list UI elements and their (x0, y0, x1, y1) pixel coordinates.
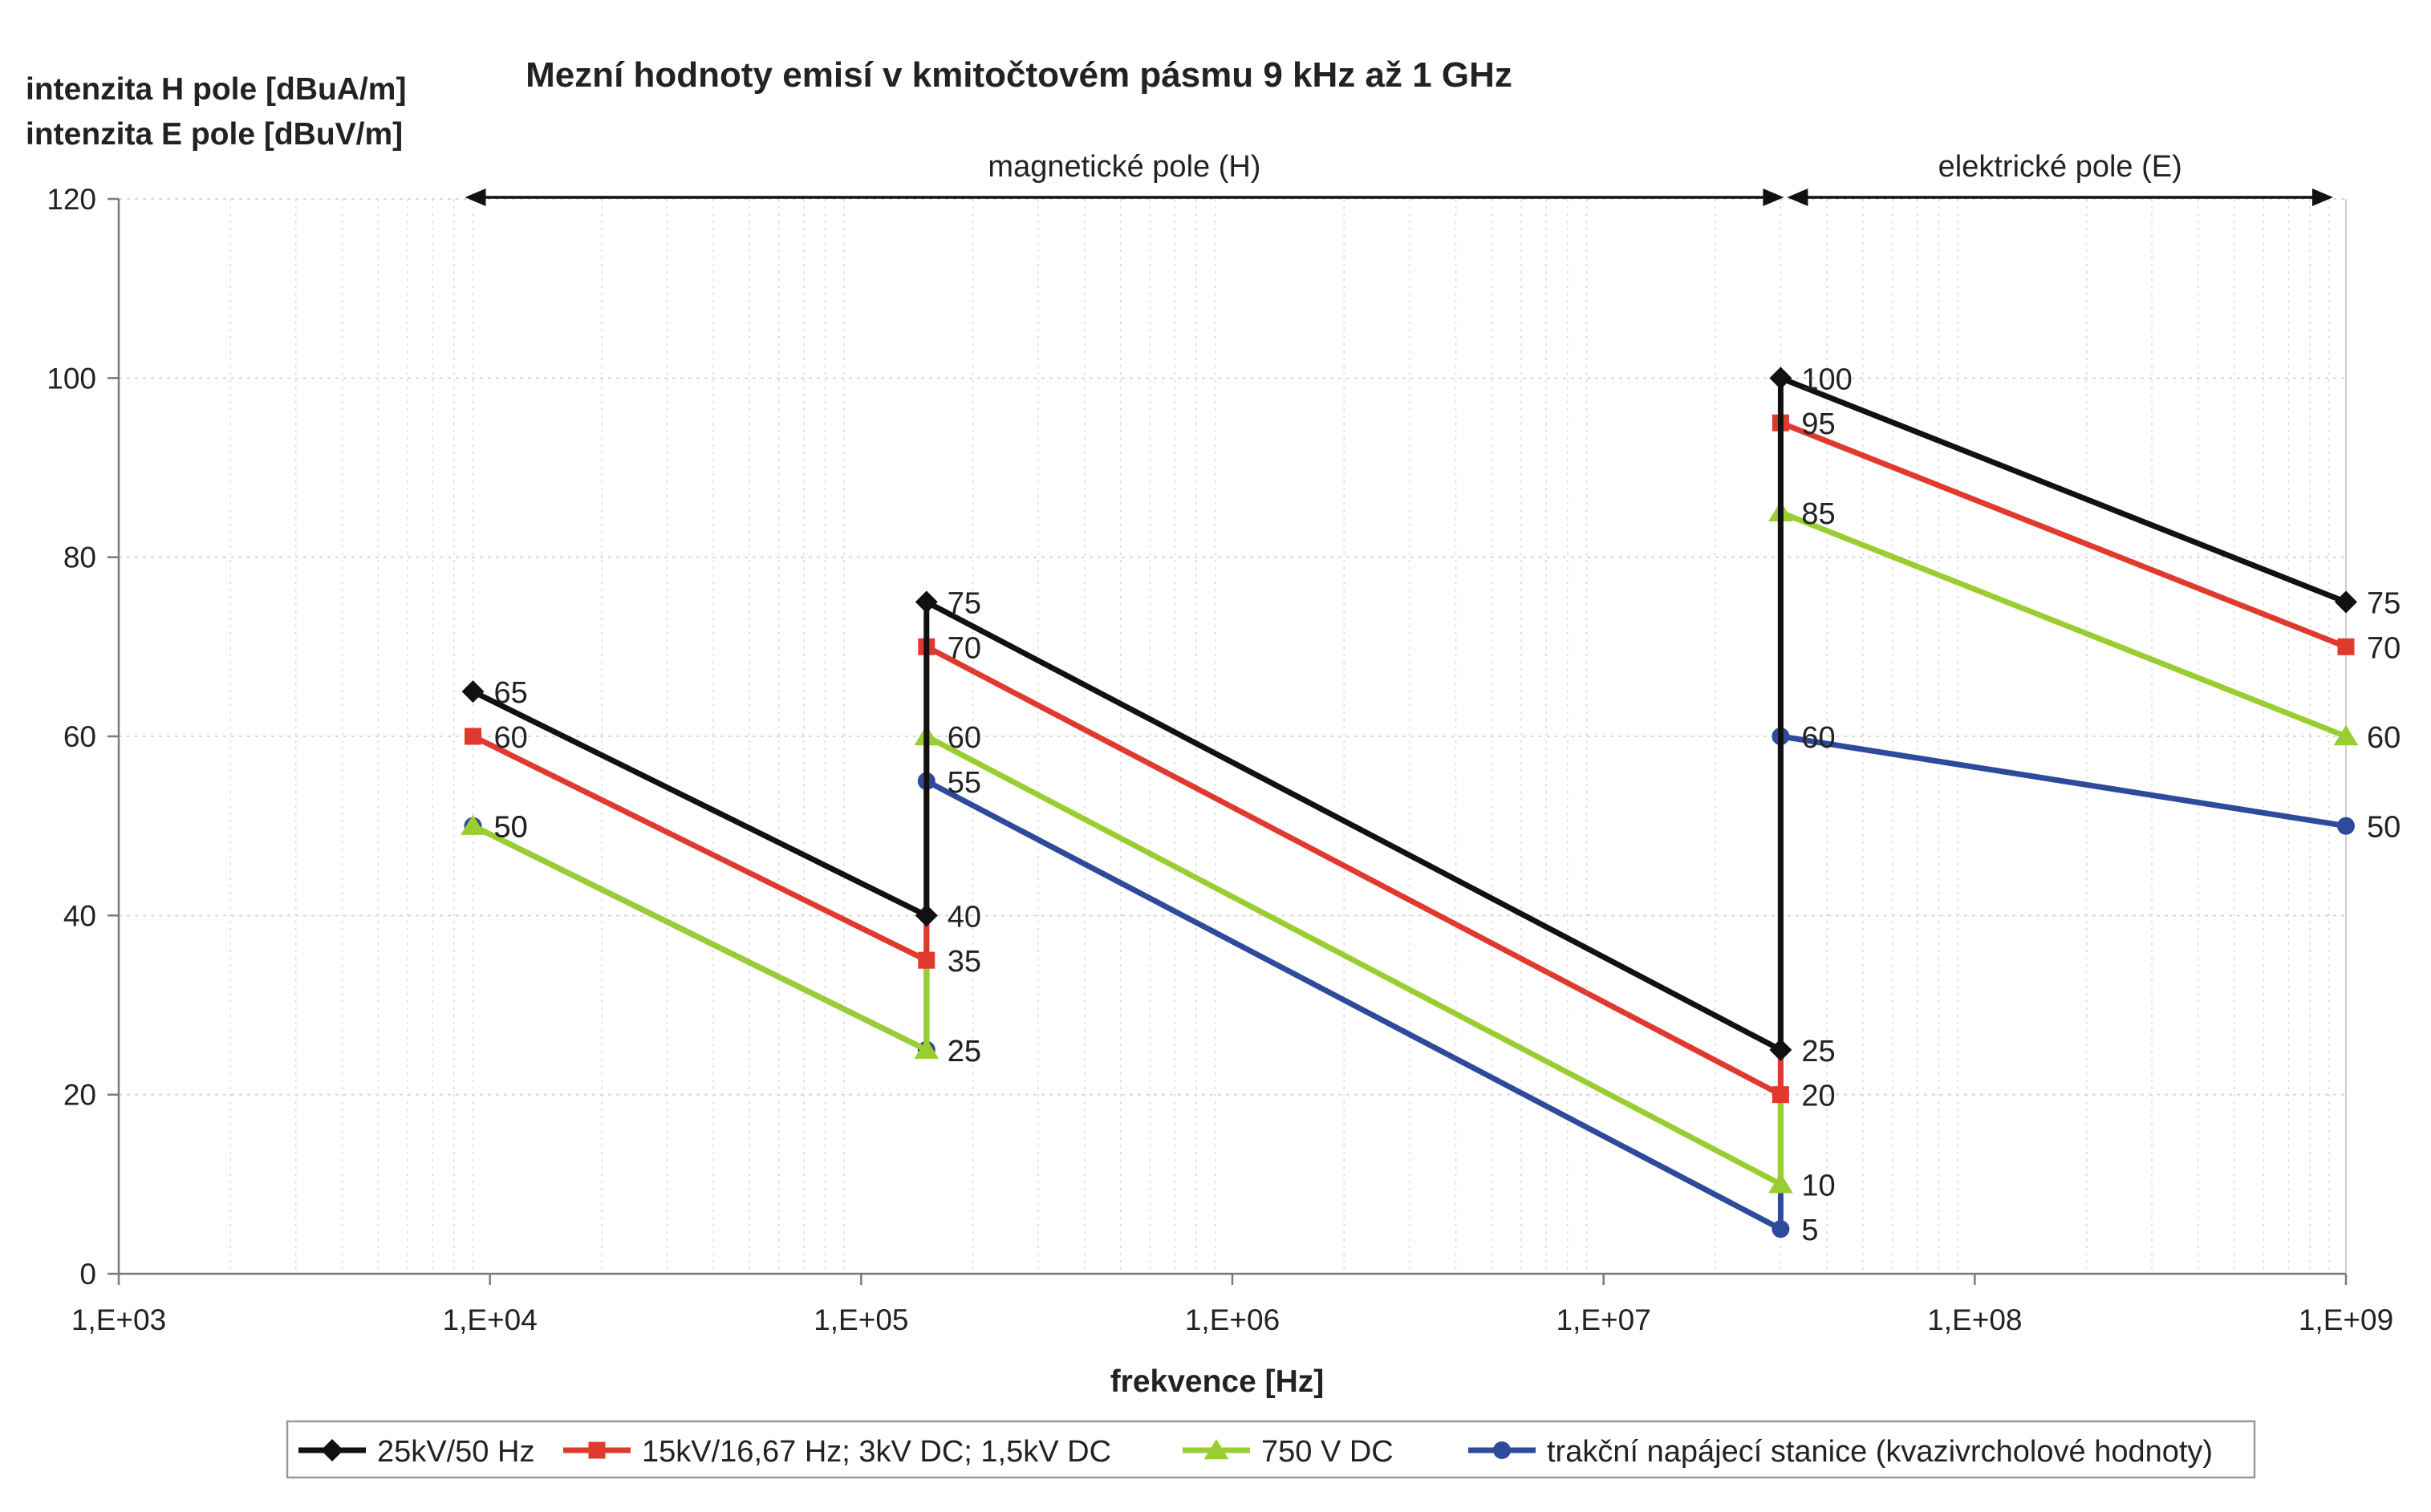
series-line-0 (471, 375, 2348, 1053)
legend-marker-1 (588, 1441, 606, 1459)
x-tick-label: 1,E+04 (443, 1303, 538, 1336)
series-line-2 (471, 509, 2348, 1187)
data-label: 75 (948, 587, 981, 621)
y-tick-label: 100 (47, 362, 96, 395)
series-0 (461, 367, 2357, 1061)
legend-label: 750 V DC (1261, 1435, 1394, 1469)
series-1 (464, 414, 2355, 1104)
series-0-point-3 (1769, 1038, 1792, 1061)
series-2-point-3 (1768, 1173, 1793, 1194)
legend-label: trakční napájecí stanice (kvazivrcholové… (1547, 1435, 2213, 1469)
series-0-point-2 (915, 590, 938, 614)
series-1-point-0 (464, 728, 481, 745)
region-annotations: magnetické pole (H) elektrické pole (E) (465, 150, 2333, 206)
data-label: 55 (948, 766, 981, 800)
axes: 0 20 40 60 80 100 120 1,E+03 1,E+04 1,E+05 1,E+06 1… (47, 183, 2393, 1336)
region-arrowhead-right (1763, 188, 1784, 206)
grid (119, 198, 2347, 1274)
data-label: 25 (948, 1035, 981, 1068)
series-3-point-3 (1772, 1220, 1790, 1238)
data-label: 10 (1801, 1169, 1835, 1202)
series-line-1 (471, 420, 2348, 1098)
series-group (461, 367, 2359, 1238)
data-label: 35 (948, 945, 981, 979)
data-label: 60 (948, 721, 981, 755)
x-axis-label: frekvence [Hz] (1110, 1364, 1325, 1399)
data-label: 25 (948, 1035, 981, 1068)
legend-marker-2 (1203, 1439, 1229, 1460)
data-label: 50 (493, 811, 527, 845)
data-label: 60 (2367, 721, 2401, 755)
y-tick-label: 120 (47, 183, 96, 216)
x-tick-label: 1,E+08 (1927, 1303, 2022, 1336)
series-0-point-5 (2335, 590, 2357, 614)
legend-item-2: 750 V DC (1183, 1435, 1394, 1469)
series-2-point-5 (2333, 725, 2359, 746)
x-tick-label: 1,E+03 (71, 1303, 166, 1336)
series-0-point-1 (915, 904, 938, 927)
data-label: 40 (948, 900, 981, 934)
data-label: 60 (1801, 721, 1835, 755)
data-label: 5 (1801, 1214, 1818, 1247)
data-label: 75 (2367, 587, 2401, 621)
series-3-point-5 (2337, 817, 2355, 835)
legend-marker-0 (321, 1439, 343, 1461)
series-0-point-4 (1769, 367, 1792, 390)
series-2-point-1 (914, 1038, 940, 1060)
data-label: 95 (1801, 407, 1835, 441)
x-tick-label: 1,E+07 (1556, 1303, 1651, 1336)
data-labels: 6540752510075603570209570502560108560502… (493, 363, 2401, 1247)
data-label: 60 (493, 721, 527, 755)
x-tick-label: 1,E+06 (1185, 1303, 1280, 1336)
data-label: 65 (493, 676, 527, 710)
region-arrowhead-right (2312, 188, 2333, 206)
y-tick-label: 80 (63, 541, 96, 574)
series-2-point-0 (461, 814, 485, 835)
y-axis-label-line-1: intenzita H pole [dBuA/m] (26, 72, 406, 107)
legend: 25kV/50 Hz 15kV/16,67 Hz; 3kV DC; 1,5kV D… (286, 1420, 2256, 1479)
x-tick-label: 1,E+05 (814, 1303, 908, 1336)
data-label: 50 (2367, 811, 2401, 845)
region-label: magnetické pole (H) (988, 150, 1260, 184)
region-label: elektrické pole (E) (1938, 150, 2182, 184)
chart-title: Mezní hodnoty emisí v kmitočtovém pásmu … (526, 55, 1512, 95)
series-1-point-3 (1772, 1086, 1789, 1104)
y-axis-label-line-2: intenzita E pole [dBuV/m] (26, 117, 403, 152)
legend-item-3: trakční napájecí stanice (kvazivrcholové… (1468, 1435, 2213, 1469)
legend-item-1: 15kV/16,67 Hz; 3kV DC; 1,5kV DC (563, 1435, 1111, 1469)
data-label: 20 (1801, 1080, 1835, 1113)
data-label: 70 (2367, 631, 2401, 665)
y-tick-label: 40 (63, 899, 96, 932)
y-tick-label: 20 (63, 1079, 96, 1112)
legend-marker-3 (1493, 1441, 1511, 1459)
data-label: 25 (1801, 1035, 1835, 1068)
region-arrowhead-left (465, 188, 486, 206)
legend-label: 15kV/16,67 Hz; 3kV DC; 1,5kV DC (642, 1435, 1111, 1469)
data-label: 85 (1801, 497, 1835, 531)
region-arrowhead-left (1787, 188, 1808, 206)
data-label: 100 (1801, 363, 1852, 396)
y-tick-label: 60 (63, 720, 96, 753)
series-1-point-1 (918, 951, 935, 969)
y-tick-label: 0 (79, 1258, 96, 1291)
series-0-point-0 (461, 680, 485, 703)
data-label: 50 (493, 811, 527, 845)
series-1-point-5 (2337, 638, 2355, 655)
data-label: 70 (948, 631, 981, 665)
x-tick-label: 1,E+09 (2299, 1303, 2393, 1336)
legend-item-0: 25kV/50 Hz (298, 1435, 534, 1469)
legend-label: 25kV/50 Hz (377, 1435, 534, 1469)
